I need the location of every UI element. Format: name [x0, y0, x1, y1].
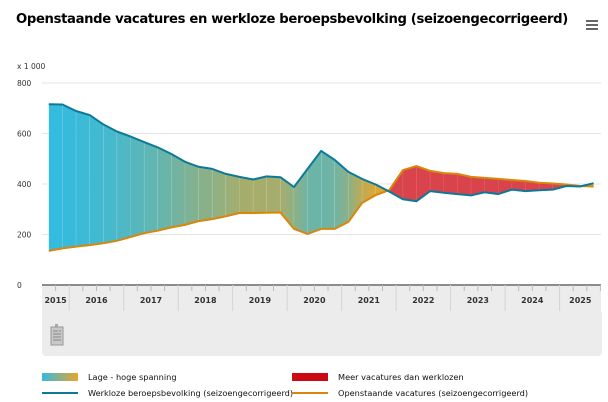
x-tick-label: 2021 [358, 296, 381, 305]
legend-label: Lage - hoge spanning [88, 372, 177, 382]
series-lines [48, 103, 594, 252]
hamburger-menu-icon[interactable] [586, 20, 598, 31]
area-spanning [171, 153, 186, 228]
legend-area-swatch [292, 373, 328, 381]
area-spanning [143, 141, 159, 234]
area-spanning [348, 171, 363, 223]
legend-label: Openstaande vacatures (seizoengecorrigee… [338, 388, 529, 398]
legend-line-swatch [42, 392, 78, 394]
area-spanning [130, 136, 145, 238]
y-tick-label: 400 [17, 180, 32, 189]
area-spanning [225, 173, 240, 217]
time-navigator[interactable] [42, 312, 602, 356]
y-axis-ticks: 0 200 400 600 800 [17, 79, 32, 290]
area-spanning [89, 114, 104, 246]
x-tick-label: 2022 [412, 296, 434, 305]
x-tick-label: 2016 [85, 296, 108, 305]
area-spanning [116, 131, 131, 242]
area-meer-vacatures [429, 170, 445, 194]
line-werkloze-beroepsbevolking [48, 103, 594, 203]
y-axis-unit-label: x 1 000 [17, 62, 46, 71]
x-tick-label: 2019 [249, 296, 272, 305]
area-spanning [198, 166, 213, 222]
x-tick-label: 2023 [467, 296, 489, 305]
area-meer-vacatures [402, 165, 417, 202]
area-spanning [48, 103, 63, 252]
y-tick-label: 200 [17, 231, 32, 240]
areas [48, 103, 594, 252]
y-tick-label: 800 [17, 79, 32, 88]
area-spanning [266, 176, 281, 214]
area-spanning [307, 150, 322, 235]
x-tick-label: 2018 [194, 296, 217, 305]
x-tick-label: 2015 [44, 296, 67, 305]
x-tick-label: 2025 [569, 296, 592, 305]
navigator-handle-icon[interactable] [50, 324, 64, 346]
line-openstaande-vacatures [48, 165, 594, 252]
y-tick-label: 600 [17, 130, 32, 139]
area-spanning [103, 123, 118, 244]
area-spanning [62, 104, 77, 249]
x-tick-label: 2024 [521, 296, 544, 305]
legend-label: Meer vacatures dan werklozen [338, 372, 464, 382]
legend-label: Werkloze beroepsbevolking (seizoengecorr… [88, 388, 294, 398]
area-spanning [157, 146, 172, 232]
x-tick-label: 2020 [303, 296, 326, 305]
chart-title: Openstaande vacatures en werkloze beroep… [16, 12, 568, 27]
x-axis-band [42, 286, 601, 312]
area-meer-vacatures [443, 172, 458, 195]
legend-line-swatch [292, 392, 328, 394]
legend-gradient-swatch [42, 373, 78, 381]
x-tick-label: 2017 [140, 296, 162, 305]
area-spanning [75, 110, 90, 247]
area-spanning [239, 176, 254, 214]
area-spanning [212, 168, 227, 220]
y-tick-label: 0 [17, 281, 22, 290]
area-spanning [252, 176, 267, 214]
x-axis: 2015 2016 2017 2018 2019 2020 2021 2022 2023 2024… [42, 284, 601, 312]
area-spanning [184, 161, 199, 226]
area-spanning [320, 150, 336, 230]
